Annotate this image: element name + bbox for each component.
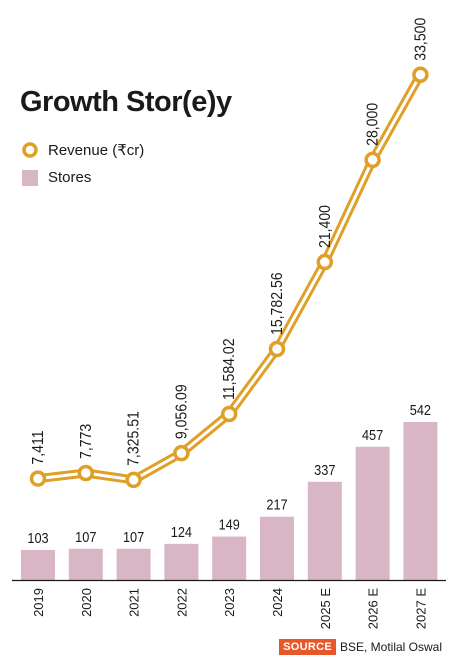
bar-label-2026e: 457 <box>362 426 383 443</box>
revenue-label-2026e: 28,000 <box>364 103 382 146</box>
bar-label-2024: 217 <box>266 496 287 513</box>
revenue-label-2023: 11,584.02 <box>220 338 238 400</box>
x-tick-2022: 2022 <box>174 588 189 617</box>
x-tick-2020: 2020 <box>79 588 94 617</box>
bar-label-2023: 149 <box>219 516 240 533</box>
x-tick-2023: 2023 <box>222 588 237 617</box>
revenue-label-2020: 7,773 <box>77 424 95 459</box>
revenue-point-2022 <box>173 444 190 462</box>
bar-label-2019: 103 <box>27 529 48 546</box>
x-tick-2019: 2019 <box>31 588 46 617</box>
source-tag: SOURCE <box>279 639 336 655</box>
revenue-point-2021 <box>125 471 142 489</box>
bar-label-2025e: 337 <box>314 461 335 478</box>
bar-stores-2021 <box>116 548 151 580</box>
revenue-point-2027e <box>412 66 429 83</box>
revenue-label-2024: 15,782.56 <box>268 272 286 335</box>
x-tick-2025e: 2025 E <box>318 588 333 630</box>
bar-stores-2025e <box>307 481 342 580</box>
revenue-label-2021: 7,325.51 <box>125 411 143 466</box>
revenue-label-2022: 9,056.09 <box>173 384 191 439</box>
revenue-point-2019 <box>29 470 47 487</box>
bar-stores-2026e <box>355 446 390 580</box>
legend-stores: Stores <box>20 169 91 186</box>
revenue-point-2025e <box>316 253 334 271</box>
revenue-label-2025e: 21,400 <box>316 205 334 248</box>
source-note: SOURCE BSE, Motilal Oswal <box>279 639 442 655</box>
bar-stores-2022 <box>164 543 199 580</box>
x-tick-2021: 2021 <box>127 588 142 617</box>
bar-label-2020: 107 <box>75 528 96 545</box>
legend-revenue-swatch <box>22 142 38 158</box>
bar-stores-2023 <box>212 536 247 580</box>
bar-stores-2019 <box>21 549 55 580</box>
bar-stores-2024 <box>260 516 294 580</box>
source-text: BSE, Motilal Oswal <box>339 640 442 654</box>
bar-stores-2020 <box>68 548 103 580</box>
legend-stores-label: Stores <box>48 169 92 186</box>
revenue-label-2019: 7,411 <box>29 430 47 464</box>
chart-title: Growth Stor(e)y <box>20 86 232 118</box>
revenue-point-2020 <box>77 464 95 482</box>
revenue-point-2023 <box>220 405 238 423</box>
bar-label-2021: 107 <box>123 528 144 545</box>
legend-revenue-label: Revenue (₹cr) <box>48 142 145 159</box>
legend-stores-swatch <box>22 169 38 186</box>
legend-revenue: Revenue (₹cr) <box>20 141 144 159</box>
x-tick-2026e: 2026 E <box>366 588 381 630</box>
bar-stores-2027e <box>403 422 438 580</box>
revenue-label-2027e: 33,500 <box>412 18 430 61</box>
bar-label-2022: 124 <box>171 523 192 540</box>
revenue-point-2024 <box>268 340 286 358</box>
bar-label-2027e: 542 <box>410 401 431 418</box>
revenue-point-2026e <box>364 151 381 169</box>
x-tick-2027e: 2027 E <box>413 588 428 630</box>
x-tick-2024: 2024 <box>270 588 285 617</box>
